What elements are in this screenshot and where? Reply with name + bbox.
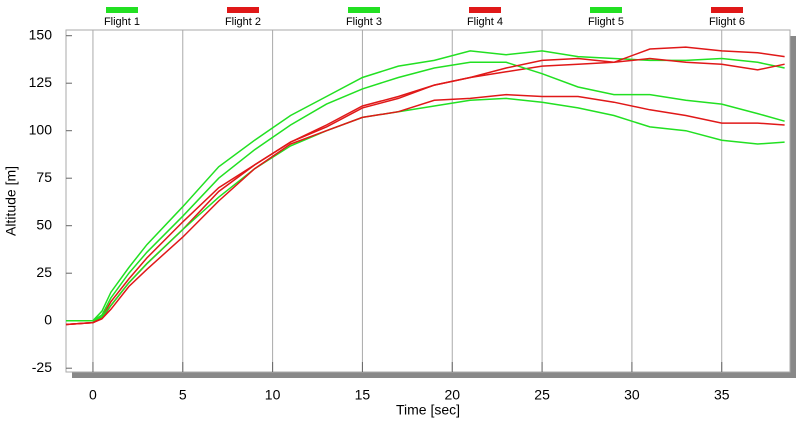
y-tick-label: 150 xyxy=(29,26,53,42)
series-line xyxy=(65,93,785,326)
legend-label: Flight 3 xyxy=(346,16,382,28)
legend-swatch xyxy=(590,7,622,13)
x-tick-label: 25 xyxy=(534,387,550,403)
y-axis-label: Altitude [m] xyxy=(3,166,19,236)
series-line xyxy=(66,61,785,322)
legend-label: Flight 2 xyxy=(225,16,261,28)
legend-label: Flight 4 xyxy=(467,16,503,28)
series-line xyxy=(66,50,785,322)
plot-area xyxy=(65,29,791,373)
x-tick-label: 0 xyxy=(89,387,97,403)
x-tick-label: 30 xyxy=(624,387,640,403)
y-tick-label: 25 xyxy=(36,264,52,280)
y-tick-label: 50 xyxy=(36,216,52,232)
legend-label: Flight 1 xyxy=(104,16,140,28)
legend-swatch xyxy=(227,7,259,13)
x-tick-label: 15 xyxy=(355,387,371,403)
y-tick-label: 100 xyxy=(29,121,53,137)
legend-label: Flight 5 xyxy=(588,16,624,28)
legend-swatch xyxy=(469,7,501,13)
y-tick-label: -25 xyxy=(32,359,52,375)
legend-label: Flight 6 xyxy=(709,16,745,28)
x-tick-label: 35 xyxy=(714,387,730,403)
y-tick-label: 0 xyxy=(44,311,52,327)
x-tick-label: 5 xyxy=(179,387,187,403)
legend-swatch xyxy=(106,7,138,13)
y-tick-label: 125 xyxy=(29,74,53,90)
x-tick-label: 20 xyxy=(444,387,460,403)
x-axis-label: Time [sec] xyxy=(396,402,460,418)
series-line xyxy=(65,46,785,326)
legend-swatch xyxy=(348,7,380,13)
x-tick-label: 10 xyxy=(265,387,281,403)
legend-swatch xyxy=(711,7,743,13)
y-tick-label: 75 xyxy=(36,169,52,185)
